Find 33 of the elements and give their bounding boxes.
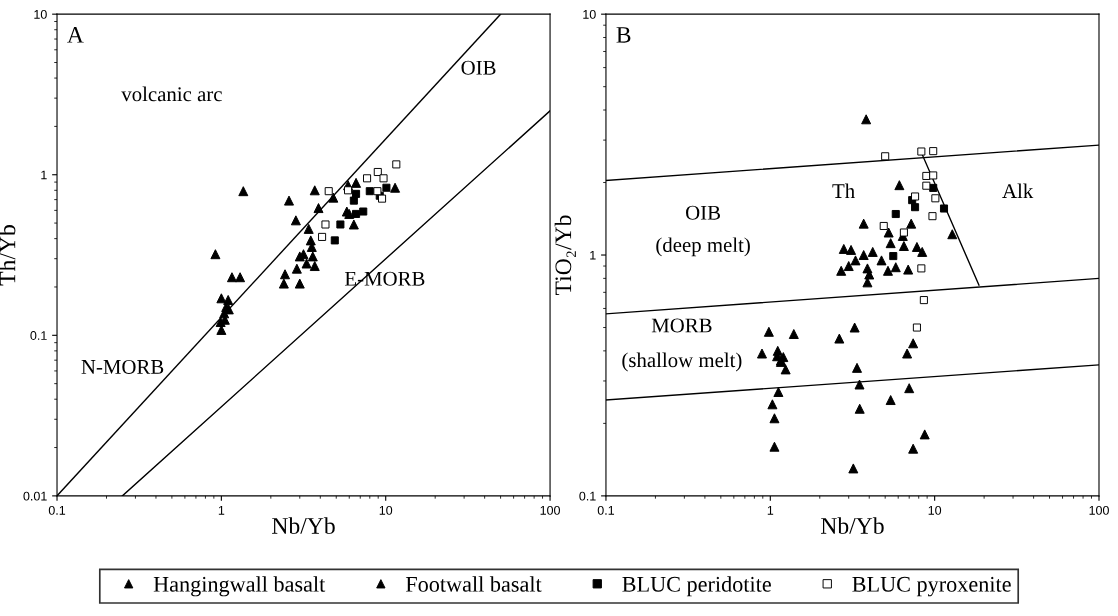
x-tick-label: 100 xyxy=(1089,505,1109,515)
chart-title: B xyxy=(616,27,631,43)
x-tick-label: 1 xyxy=(218,506,225,515)
annotation: (deep melt) xyxy=(656,237,750,257)
annotation: MORB xyxy=(651,318,712,333)
y-tick-label: 10 xyxy=(34,9,47,19)
legend-label: BLUC pyroxenite xyxy=(852,576,1011,597)
x-tick-label: 10 xyxy=(928,505,942,515)
annotation: OIB xyxy=(686,205,721,220)
legend-label: Hangingwall basalt xyxy=(153,576,326,597)
annotation: Th xyxy=(832,183,855,198)
x-tick-label: 10 xyxy=(379,505,393,515)
y-tick-label: 0.1 xyxy=(579,491,596,501)
x-axis-title: Nb/Yb xyxy=(272,517,335,534)
y-tick-label: 1 xyxy=(41,170,47,180)
annotation: OIB xyxy=(461,60,496,75)
chart-title: A xyxy=(67,27,84,43)
legend-label: BLUC peridotite xyxy=(622,576,771,597)
x-tick-label: 100 xyxy=(540,505,560,515)
y-tick-label: 1 xyxy=(590,250,596,260)
x-tick-label: 0.1 xyxy=(48,505,66,515)
annotation: volcanic arc xyxy=(121,86,222,102)
y-tick-label: 0.1 xyxy=(30,331,47,340)
annotation: Alk xyxy=(1002,183,1034,198)
y-tick-label: 0.01 xyxy=(23,491,47,501)
annotation: N-MORB xyxy=(81,359,164,374)
x-tick-label: 1 xyxy=(767,506,774,515)
x-tick-label: 0.1 xyxy=(597,505,615,515)
x-axis-title: Nb/Yb xyxy=(821,517,884,534)
y-tick-label: 10 xyxy=(583,9,596,19)
annotation: (shallow melt) xyxy=(622,352,742,372)
y-axis-title: TiO₂/Yb xyxy=(554,215,576,296)
legend-label: Footwall basalt xyxy=(405,576,542,592)
